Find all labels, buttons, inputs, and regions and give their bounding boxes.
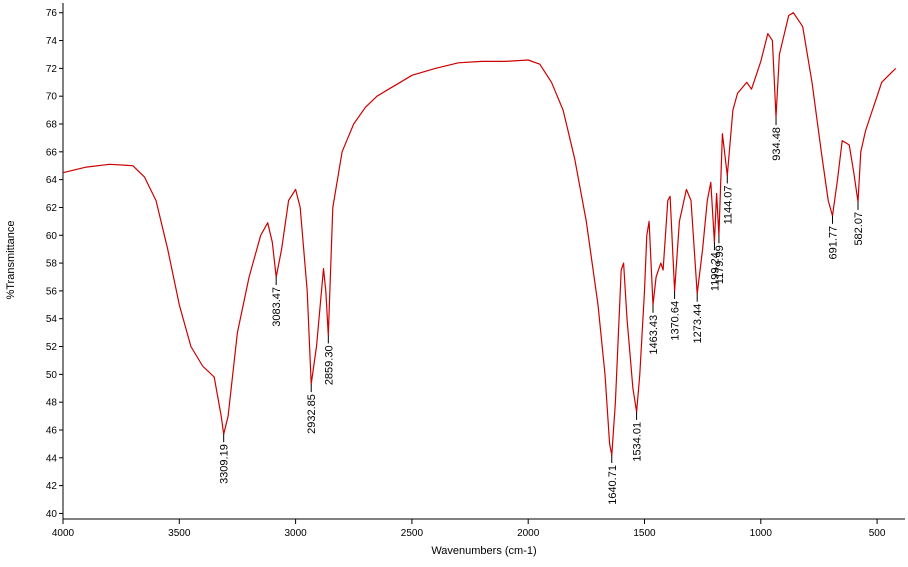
- y-tick-label: 44: [46, 453, 58, 464]
- peak-label: 3083.47: [271, 287, 283, 327]
- x-axis-label: Wavenumbers (cm-1): [431, 545, 536, 557]
- y-tick-label: 46: [46, 425, 58, 436]
- y-tick-label: 72: [46, 64, 58, 75]
- y-axis-label: %Transmittance: [5, 220, 17, 299]
- peak-label: 1144.07: [722, 185, 734, 224]
- x-tick-label: 2500: [401, 528, 424, 539]
- y-tick-label: 42: [46, 481, 58, 492]
- y-tick-label: 74: [46, 36, 58, 47]
- spectrum-line: [62, 12, 897, 456]
- x-tick-label: 500: [869, 528, 886, 539]
- y-tick-label: 52: [46, 342, 58, 353]
- y-tick-label: 50: [46, 370, 58, 381]
- x-tick-label: 2000: [517, 528, 540, 539]
- x-tick-label: 1000: [750, 528, 773, 539]
- peak-label: 3309.19: [219, 444, 231, 484]
- peak-label: 691.77: [827, 226, 839, 260]
- y-tick-label: 60: [46, 231, 58, 242]
- peak-label: 1179.99: [714, 245, 726, 284]
- peak-label: 1640.71: [607, 465, 619, 505]
- y-tick-label: 58: [46, 259, 58, 270]
- y-tick-label: 76: [46, 8, 58, 19]
- peak-label: 582.07: [853, 212, 865, 246]
- y-tick-label: 54: [46, 314, 58, 325]
- peak-label: 934.48: [771, 127, 783, 161]
- peak-label: 1370.64: [670, 301, 682, 341]
- y-tick-label: 48: [46, 398, 58, 409]
- y-tick-label: 64: [46, 175, 58, 186]
- y-tick-label: 66: [46, 147, 58, 158]
- y-tick-label: 56: [46, 286, 58, 297]
- y-tick-label: 68: [46, 120, 58, 131]
- y-tick-label: 40: [46, 509, 58, 520]
- y-tick-label: 62: [46, 203, 58, 214]
- y-tick-label: 70: [46, 92, 58, 103]
- peak-label: 1199.24: [709, 252, 721, 291]
- x-tick-label: 3500: [168, 528, 191, 539]
- peak-label: 2932.85: [306, 394, 318, 434]
- peak-label: 1534.01: [632, 422, 644, 462]
- peak-label: 2859.30: [323, 345, 335, 385]
- peak-label: 1273.44: [692, 304, 704, 344]
- x-tick-label: 3000: [284, 528, 307, 539]
- x-tick-label: 4000: [52, 528, 75, 539]
- peak-label: 1463.43: [648, 315, 660, 355]
- x-tick-label: 1500: [633, 528, 656, 539]
